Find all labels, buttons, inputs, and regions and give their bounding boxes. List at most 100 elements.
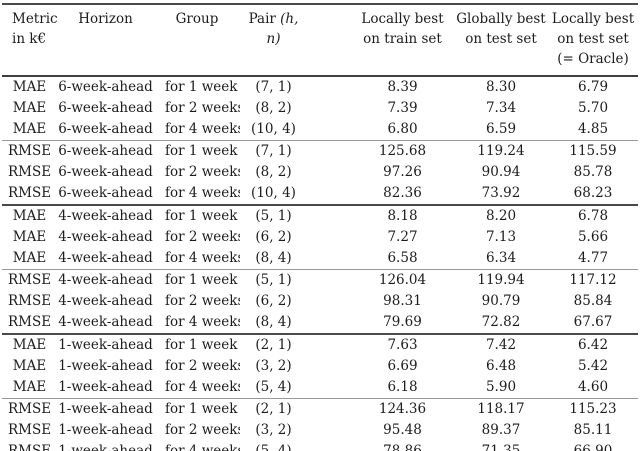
table-row: RMSE 1-week-ahead for 1 week (2, 1) 124.36 11…: [2, 399, 638, 421]
cell-locally-best-train: 8.18: [387, 208, 418, 224]
cell-locally-best-train: 6.80: [387, 121, 418, 137]
cell-metric: MAE: [12, 229, 47, 245]
header-pair-label: Pair (h, n): [240, 9, 307, 49]
cell-locally-best-test-oracle: 115.59: [569, 143, 617, 159]
cell-locally-best-train: 6.18: [387, 379, 418, 395]
cell-locally-best-train: 8.39: [387, 79, 418, 95]
header-oracle-line3: (= Oracle): [557, 51, 629, 67]
cell-locally-best-train: 7.27: [387, 229, 418, 245]
cell-group: for 2 weeks: [165, 229, 240, 245]
cell-horizon: 1-week-ahead: [58, 443, 153, 451]
cell-globally-best-test: 8.30: [485, 79, 517, 95]
header-pair-math: (h, n): [266, 11, 299, 47]
cell-pair: (10, 4): [251, 185, 296, 201]
col-header-pair: Pair (h, n): [240, 4, 307, 76]
cell-locally-best-train: 126.04: [378, 272, 427, 288]
col-header-group: Group: [154, 4, 240, 76]
cell-horizon: 6-week-ahead: [58, 121, 153, 137]
col-header-locally-best-test-oracle: Locally best on test set (= Oracle): [548, 4, 638, 76]
cell-horizon: 4-week-ahead: [58, 293, 153, 309]
cell-metric: MAE: [12, 100, 47, 116]
header-horizon-label: Horizon: [78, 11, 133, 27]
cell-locally-best-train: 95.48: [383, 422, 422, 438]
cell-globally-best-test: 90.79: [481, 293, 521, 309]
cell-horizon: 6-week-ahead: [58, 79, 153, 95]
cell-pair: (6, 2): [255, 293, 292, 309]
cell-locally-best-train: 124.36: [378, 401, 427, 417]
cell-pair: (3, 2): [255, 422, 292, 438]
cell-locally-best-train: 6.58: [387, 250, 418, 266]
cell-globally-best-test: 119.24: [477, 143, 525, 159]
cell-locally-best-test-oracle: 85.84: [573, 293, 613, 309]
col-header-metric: Metric in k€: [2, 4, 58, 76]
cell-pair: (8, 4): [255, 250, 292, 266]
cell-globally-best-test: 7.13: [485, 229, 517, 245]
cell-group: for 2 weeks: [165, 164, 240, 180]
table-row: RMSE 4-week-ahead for 2 weeks (6, 2) 98.31 90…: [2, 291, 638, 312]
table-header: Metric in k€ Horizon Group Pair (h, n) L…: [2, 4, 638, 76]
cell-horizon: 6-week-ahead: [58, 185, 153, 201]
table-row: MAE 6-week-ahead for 4 weeks (10, 4) 6.80 6.5…: [2, 119, 638, 141]
cell-metric: RMSE: [7, 401, 52, 417]
table-row: RMSE 1-week-ahead for 4 weeks (5, 4) 78.86 71…: [2, 441, 638, 451]
cell-pair: (3, 2): [255, 358, 292, 374]
table-row: RMSE 1-week-ahead for 2 weeks (3, 2) 95.48 89…: [2, 420, 638, 441]
header-metric-line2: in k€: [12, 31, 47, 47]
table-row: RMSE 4-week-ahead for 4 weeks (8, 4) 79.69 72…: [2, 312, 638, 334]
cell-group: for 4 weeks: [165, 121, 240, 137]
cell-globally-best-test: 7.34: [485, 100, 517, 116]
cell-pair: (8, 2): [255, 100, 292, 116]
cell-locally-best-test-oracle: 6.79: [577, 79, 609, 95]
cell-globally-best-test: 6.48: [485, 358, 517, 374]
cell-locally-best-train: 125.68: [378, 143, 427, 159]
cell-horizon: 1-week-ahead: [58, 379, 153, 395]
header-train-line1: Locally best: [361, 11, 444, 27]
cell-locally-best-test-oracle: 5.42: [577, 358, 609, 374]
cell-horizon: 4-week-ahead: [58, 208, 153, 224]
cell-pair: (2, 1): [255, 401, 292, 417]
cell-metric: MAE: [12, 79, 47, 95]
cell-group: for 2 weeks: [165, 293, 240, 309]
cell-locally-best-train: 79.69: [383, 314, 422, 330]
cell-group: for 1 week: [165, 208, 238, 224]
cell-locally-best-test-oracle: 117.12: [569, 272, 617, 288]
cell-horizon: 1-week-ahead: [58, 358, 153, 374]
cell-metric: RMSE: [7, 443, 52, 451]
cell-horizon: 4-week-ahead: [58, 314, 153, 330]
cell-pair: (8, 2): [255, 164, 292, 180]
header-test-line2: on test set: [465, 31, 537, 47]
cell-group: for 4 weeks: [165, 250, 240, 266]
cell-metric: RMSE: [7, 293, 52, 309]
table-row: MAE 1-week-ahead for 4 weeks (5, 4) 6.18 5.90…: [2, 377, 638, 399]
cell-pair: (7, 1): [255, 79, 292, 95]
cell-locally-best-test-oracle: 68.23: [573, 185, 613, 201]
cell-horizon: 1-week-ahead: [58, 422, 153, 438]
cell-pair: (6, 2): [255, 229, 292, 245]
cell-locally-best-test-oracle: 115.23: [569, 401, 617, 417]
table-row: RMSE 6-week-ahead for 4 weeks (10, 4) 82.36 7…: [2, 183, 638, 205]
cell-locally-best-test-oracle: 6.78: [577, 208, 609, 224]
cell-locally-best-train: 6.69: [387, 358, 418, 374]
cell-locally-best-train: 7.63: [387, 337, 418, 353]
cell-pair: (5, 1): [255, 272, 292, 288]
cell-metric: RMSE: [7, 314, 52, 330]
cell-group: for 2 weeks: [165, 358, 240, 374]
header-train-line2: on train set: [363, 31, 442, 47]
cell-locally-best-train: 97.26: [383, 164, 422, 180]
cell-locally-best-test-oracle: 4.60: [577, 379, 609, 395]
cell-metric: MAE: [12, 379, 47, 395]
cell-locally-best-test-oracle: 4.85: [577, 121, 609, 137]
cell-globally-best-test: 119.94: [477, 272, 525, 288]
cell-group: for 4 weeks: [165, 185, 240, 201]
cell-locally-best-train: 82.36: [383, 185, 422, 201]
cell-group: for 1 week: [165, 401, 238, 417]
cell-horizon: 6-week-ahead: [58, 100, 153, 116]
cell-horizon: 1-week-ahead: [58, 337, 153, 353]
cell-metric: MAE: [12, 337, 47, 353]
header-group-label: Group: [175, 11, 219, 27]
cell-metric: RMSE: [7, 164, 52, 180]
table-body: MAE 6-week-ahead for 1 week (7, 1) 8.39 8.30 6…: [2, 76, 638, 451]
cell-globally-best-test: 73.92: [481, 185, 521, 201]
cell-group: for 1 week: [165, 79, 238, 95]
